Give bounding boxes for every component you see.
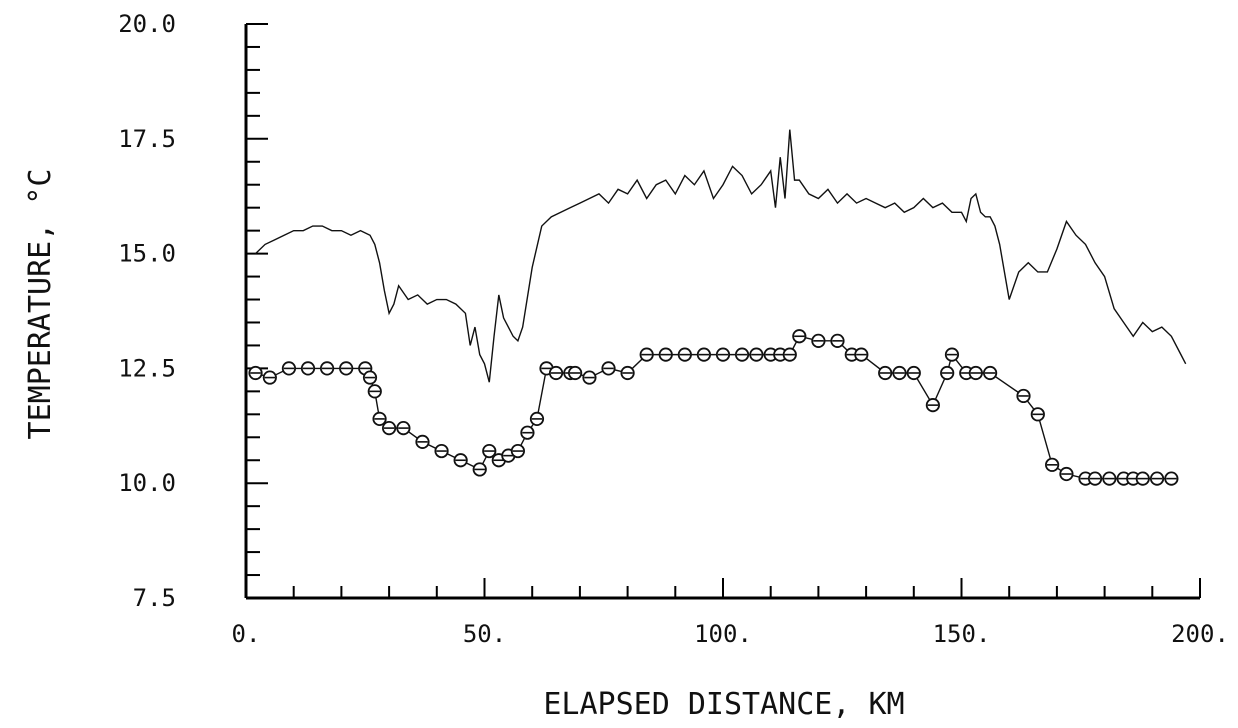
data-marker bbox=[1087, 471, 1103, 486]
data-marker bbox=[1135, 471, 1150, 486]
data-marker bbox=[734, 347, 750, 362]
data-marker bbox=[944, 347, 960, 362]
y-tick-label: 20.0 bbox=[118, 10, 176, 38]
data-marker bbox=[520, 425, 535, 440]
data-marker bbox=[381, 420, 397, 436]
data-marker bbox=[925, 398, 940, 413]
data-marker bbox=[248, 365, 263, 381]
data-marker bbox=[262, 370, 277, 385]
data-marker bbox=[339, 361, 354, 376]
data-marker bbox=[715, 347, 731, 362]
data-marker bbox=[367, 384, 382, 399]
data-marker bbox=[1016, 388, 1031, 404]
data-marker bbox=[968, 365, 983, 381]
data-marker bbox=[319, 361, 335, 376]
data-marker bbox=[396, 420, 411, 436]
data-marker bbox=[601, 361, 616, 376]
data-marker bbox=[639, 347, 654, 362]
x-tick-label: 200. bbox=[1171, 620, 1229, 648]
data-marker bbox=[878, 365, 893, 381]
data-marker bbox=[1149, 471, 1165, 486]
y-tick-label: 12.5 bbox=[118, 354, 176, 382]
data-marker bbox=[906, 365, 921, 381]
y-tick-label: 7.5 bbox=[133, 584, 176, 612]
data-marker bbox=[358, 361, 373, 376]
data-marker bbox=[749, 347, 764, 362]
x-axis-title: ELAPSED DISTANCE, KM bbox=[543, 687, 904, 722]
data-marker bbox=[792, 329, 807, 344]
data-marker bbox=[811, 333, 826, 348]
data-marker bbox=[415, 434, 430, 449]
data-marker bbox=[300, 361, 316, 376]
data-marker bbox=[1030, 407, 1045, 422]
data-marker bbox=[482, 443, 497, 459]
data-marker bbox=[658, 347, 673, 362]
series-line-1 bbox=[255, 335, 1172, 480]
data-marker bbox=[620, 365, 635, 381]
x-tick-label: 0. bbox=[232, 620, 261, 648]
data-marker bbox=[1045, 457, 1060, 472]
data-marker bbox=[510, 443, 525, 459]
data-marker bbox=[1102, 471, 1117, 486]
data-marker bbox=[362, 370, 378, 385]
data-marker bbox=[434, 443, 449, 459]
x-tick-label: 50. bbox=[463, 620, 506, 648]
series-line-0 bbox=[255, 129, 1187, 383]
data-marker bbox=[983, 365, 998, 381]
data-marker bbox=[677, 347, 692, 362]
data-marker bbox=[568, 365, 583, 381]
y-axis-title: TEMPERATURE, °C bbox=[23, 169, 58, 440]
x-tick-label: 150. bbox=[933, 620, 991, 648]
data-marker bbox=[782, 347, 797, 362]
data-marker bbox=[696, 347, 712, 362]
data-marker bbox=[582, 370, 597, 385]
data-marker bbox=[940, 365, 955, 381]
data-marker bbox=[830, 333, 845, 348]
x-ticks: 0. 50. 100. 150. 200. bbox=[232, 578, 1229, 648]
data-marker bbox=[854, 347, 869, 362]
data-marker bbox=[892, 365, 907, 381]
y-tick-label: 10.0 bbox=[118, 469, 176, 497]
data-marker bbox=[453, 453, 468, 468]
data-marker bbox=[548, 365, 564, 381]
x-tick-label: 100. bbox=[694, 620, 752, 648]
data-marker bbox=[529, 411, 545, 427]
series-layer bbox=[248, 129, 1187, 486]
data-marker bbox=[372, 411, 387, 427]
data-marker bbox=[1164, 471, 1179, 486]
data-marker bbox=[1059, 466, 1074, 482]
axes: 7.5 10.0 12.5 15.0 17.5 20.0 0. 50. 100. 150. 200… bbox=[118, 10, 1229, 648]
y-tick-label: 17.5 bbox=[118, 125, 176, 153]
data-marker bbox=[281, 361, 297, 376]
y-tick-label: 15.0 bbox=[118, 240, 176, 268]
data-marker bbox=[472, 462, 487, 477]
